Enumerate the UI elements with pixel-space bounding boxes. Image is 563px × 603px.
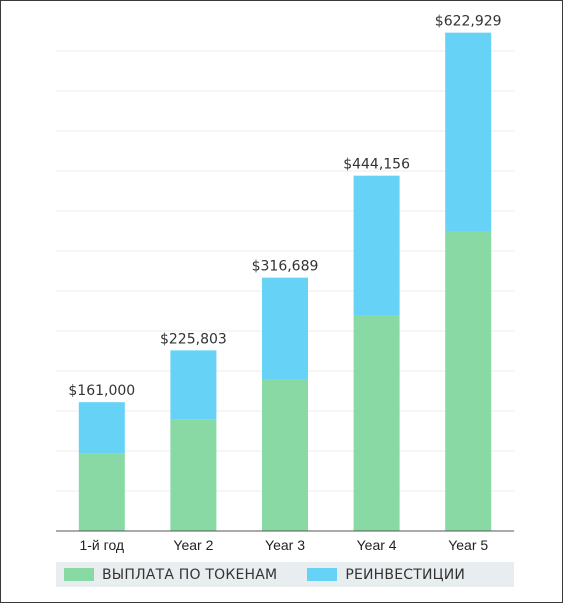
bar-segment-reinvest xyxy=(78,402,125,454)
x-tick-label: Year 3 xyxy=(265,537,305,553)
bar-segment-payout xyxy=(445,231,492,531)
legend-item-payout[interactable]: ВЫПЛАТА ПО ТОКЕНАМ xyxy=(64,567,277,583)
legend-swatch-reinvest xyxy=(307,568,338,581)
bar-total-label: $161,000 xyxy=(68,383,135,399)
bar-segment-reinvest xyxy=(170,350,217,420)
legend-swatch-payout xyxy=(64,568,94,581)
x-tick-label: Year 5 xyxy=(448,537,488,553)
x-tick-label: Year 2 xyxy=(173,537,213,553)
bar-segment-payout xyxy=(170,419,217,531)
bar-segment-payout xyxy=(78,453,125,531)
x-tick-label: 1-й год xyxy=(79,537,124,553)
bar-total-label: $316,689 xyxy=(252,259,319,275)
bar-segment-payout xyxy=(262,379,308,531)
bar-total-label: $225,803 xyxy=(160,331,227,347)
chart-legend: ВЫПЛАТА ПО ТОКЕНАМ РЕИНВЕСТИЦИИ xyxy=(56,562,514,587)
bar-segment-reinvest xyxy=(445,32,492,231)
bar-total-label: $622,929 xyxy=(435,14,502,30)
bar-segment-payout xyxy=(353,315,400,531)
legend-label-payout: ВЫПЛАТА ПО ТОКЕНАМ xyxy=(102,566,278,583)
bar-segment-reinvest xyxy=(353,175,400,315)
legend-label-reinvest: РЕИНВЕСТИЦИИ xyxy=(345,566,466,583)
bar-total-label: $444,156 xyxy=(343,157,410,173)
legend-item-reinvest[interactable]: РЕИНВЕСТИЦИИ xyxy=(307,567,465,583)
bar-segment-reinvest xyxy=(262,277,308,379)
x-tick-label: Year 4 xyxy=(357,537,397,553)
